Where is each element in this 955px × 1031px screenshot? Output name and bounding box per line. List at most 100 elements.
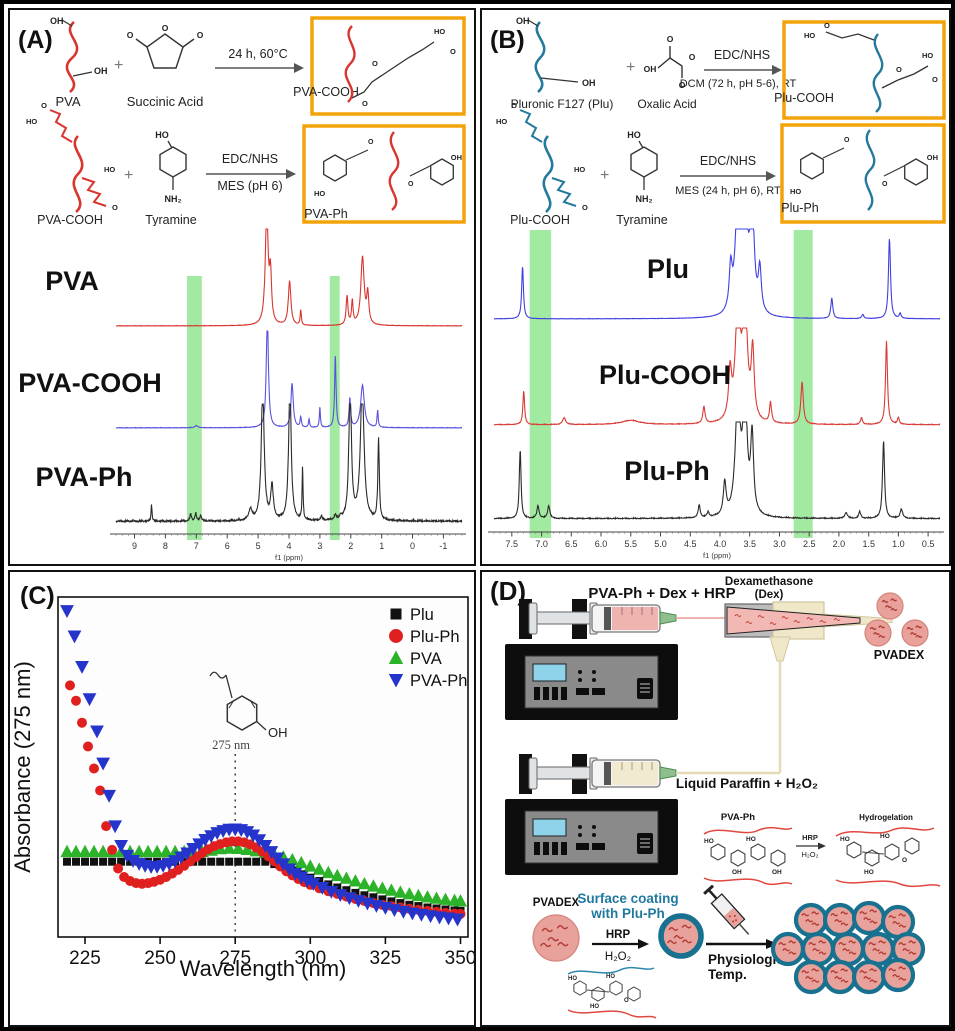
x-tick-label: 350 — [445, 948, 474, 969]
nmr-tick-label: 3 — [317, 541, 322, 551]
product-box — [782, 20, 946, 120]
plu-ph-product-structure: HO OH O O — [790, 129, 938, 211]
physiological-label-2: Temp. — [708, 967, 747, 982]
nmr-tick-label: -1 — [439, 541, 447, 551]
drug-squiggle — [859, 911, 868, 915]
pva-structure: OH OH PVA — [50, 16, 108, 109]
reactant-label: PVA — [55, 94, 80, 109]
panel-b-scheme: (B) OH OH Pluronic F127 (Plu) + OH O O O… — [490, 16, 946, 226]
nmr-lane-label: PVA — [45, 266, 99, 296]
coated-microparticle — [800, 931, 836, 967]
drug-squiggle — [668, 927, 679, 931]
drug-squiggle — [869, 626, 877, 630]
legend-label: PVA — [410, 650, 442, 668]
drug-squiggle — [898, 942, 907, 946]
o-label: O — [197, 30, 204, 40]
pva-ph-mini-label: PVA-Ph — [721, 812, 755, 823]
drug-squiggle — [869, 968, 878, 972]
nmr-tick-label: 6 — [225, 541, 230, 551]
nmr-tick-label: 8 — [163, 541, 168, 551]
succinic-acid-structure: O O O Succinic Acid — [127, 23, 204, 109]
drug-squiggle — [808, 942, 817, 946]
coated-microparticle — [851, 959, 887, 995]
legend-label: PVA-Ph — [410, 672, 467, 690]
product-box — [780, 123, 946, 224]
drug-squiggle — [868, 942, 877, 946]
plus-sign: + — [626, 59, 635, 76]
pva-ph-product-structure: HO OH O O — [314, 131, 462, 211]
tyramine-structure: HO NH₂ Tyramine — [145, 130, 196, 226]
ho-label: HO — [746, 836, 756, 843]
plu-ph-coating-structure: HO HO HO O — [567, 966, 657, 1019]
drug-squiggle — [812, 948, 821, 952]
drug-squiggle — [788, 951, 797, 955]
plus-sign: + — [124, 167, 133, 184]
x-tick-label: 325 — [370, 948, 402, 969]
nmr-highlight-band — [529, 230, 552, 538]
drug-squiggle — [801, 913, 810, 917]
o-label: O — [902, 857, 907, 864]
drug-squiggle — [840, 968, 849, 972]
coated-microparticle — [658, 913, 704, 959]
nh2-label: NH₂ — [636, 194, 653, 204]
reactant-label: Tyramine — [616, 213, 667, 226]
drug-squiggle — [906, 626, 914, 630]
ho-label: HO — [627, 130, 641, 140]
panel-a-scheme: (A) OH OH PVA + O O O Succinic Acid — [18, 16, 466, 226]
reaction-arrow-2: EDC/NHS MES (24 h, pH 6), RT — [675, 154, 781, 197]
x-tick-label: 225 — [69, 948, 101, 969]
panel-a-label: (A) — [18, 26, 53, 54]
nmr-trace-PVA — [115, 228, 462, 327]
drug-squiggle — [884, 605, 892, 609]
drug-squiggle — [834, 976, 843, 980]
reactant-label: Plu-COOH — [510, 213, 570, 226]
o-label: O — [41, 101, 47, 110]
nmr-axis-label: f1 (ppm) — [275, 553, 303, 562]
legend-label: Plu — [410, 606, 434, 624]
nmr-tick-label: 2 — [348, 541, 353, 551]
nmr-tick-label: 7.0 — [535, 539, 548, 549]
nmr-trace-Plu-COOH — [493, 327, 941, 426]
microparticle — [532, 914, 580, 962]
drug-squiggle — [842, 948, 851, 952]
nmr-lane-label: Plu — [647, 254, 689, 284]
nmr-tick-label: 0.5 — [922, 539, 935, 549]
ho-label: HO — [26, 117, 37, 126]
ho-label: HO — [568, 976, 577, 982]
coated-microparticle — [822, 902, 858, 938]
drug-squiggle — [863, 976, 872, 980]
nmr-lane-label: Plu-COOH — [599, 360, 731, 390]
nmr-tick-label: 6.0 — [595, 539, 608, 549]
oh-label: OH — [268, 725, 288, 740]
drug-squiggle — [902, 948, 911, 952]
drug-squiggle — [541, 927, 553, 933]
nmr-trace-Plu — [493, 228, 941, 320]
syringe-1-liquid — [612, 607, 658, 630]
panel-c-chart: (C) OH 275 nm Wavelength (nm) Absorbance… — [10, 582, 474, 981]
nmr-tick-label: 4.0 — [714, 539, 727, 549]
drug-squiggle — [818, 940, 827, 944]
h2o2-label: H₂O₂ — [801, 850, 818, 859]
drug-squiggle — [681, 939, 692, 944]
drug-squiggle — [778, 942, 787, 946]
conditions: 24 h, 60°C — [228, 47, 287, 61]
pva-cooh-structure: O HO HO O PVA-COOH — [26, 101, 118, 226]
oh-label: OH — [516, 16, 530, 26]
product-box — [302, 124, 466, 224]
conditions: MES (pH 6) — [217, 179, 282, 193]
nmr-tick-label: 3.5 — [743, 539, 756, 549]
o-label: O — [679, 80, 686, 90]
drug-squiggle — [888, 968, 897, 972]
pvadex-label: PVADEX — [874, 648, 925, 662]
nmr-lane-label: PVA-COOH — [18, 368, 162, 398]
legend-item-PVA-Ph: PVA-Ph — [388, 672, 467, 690]
syringe-pump-1 — [504, 598, 727, 721]
nmr-tick-label: 7.5 — [506, 539, 519, 549]
drug-squiggle — [878, 940, 887, 944]
conditions: EDC/NHS — [222, 152, 278, 166]
nmr-tick-label: 1.0 — [892, 539, 905, 549]
drug-squiggle — [892, 921, 901, 925]
device-label-line1: Dexamethasone — [725, 576, 813, 588]
conditions: EDC/NHS — [700, 154, 756, 168]
syringe-2-tip — [659, 766, 677, 780]
